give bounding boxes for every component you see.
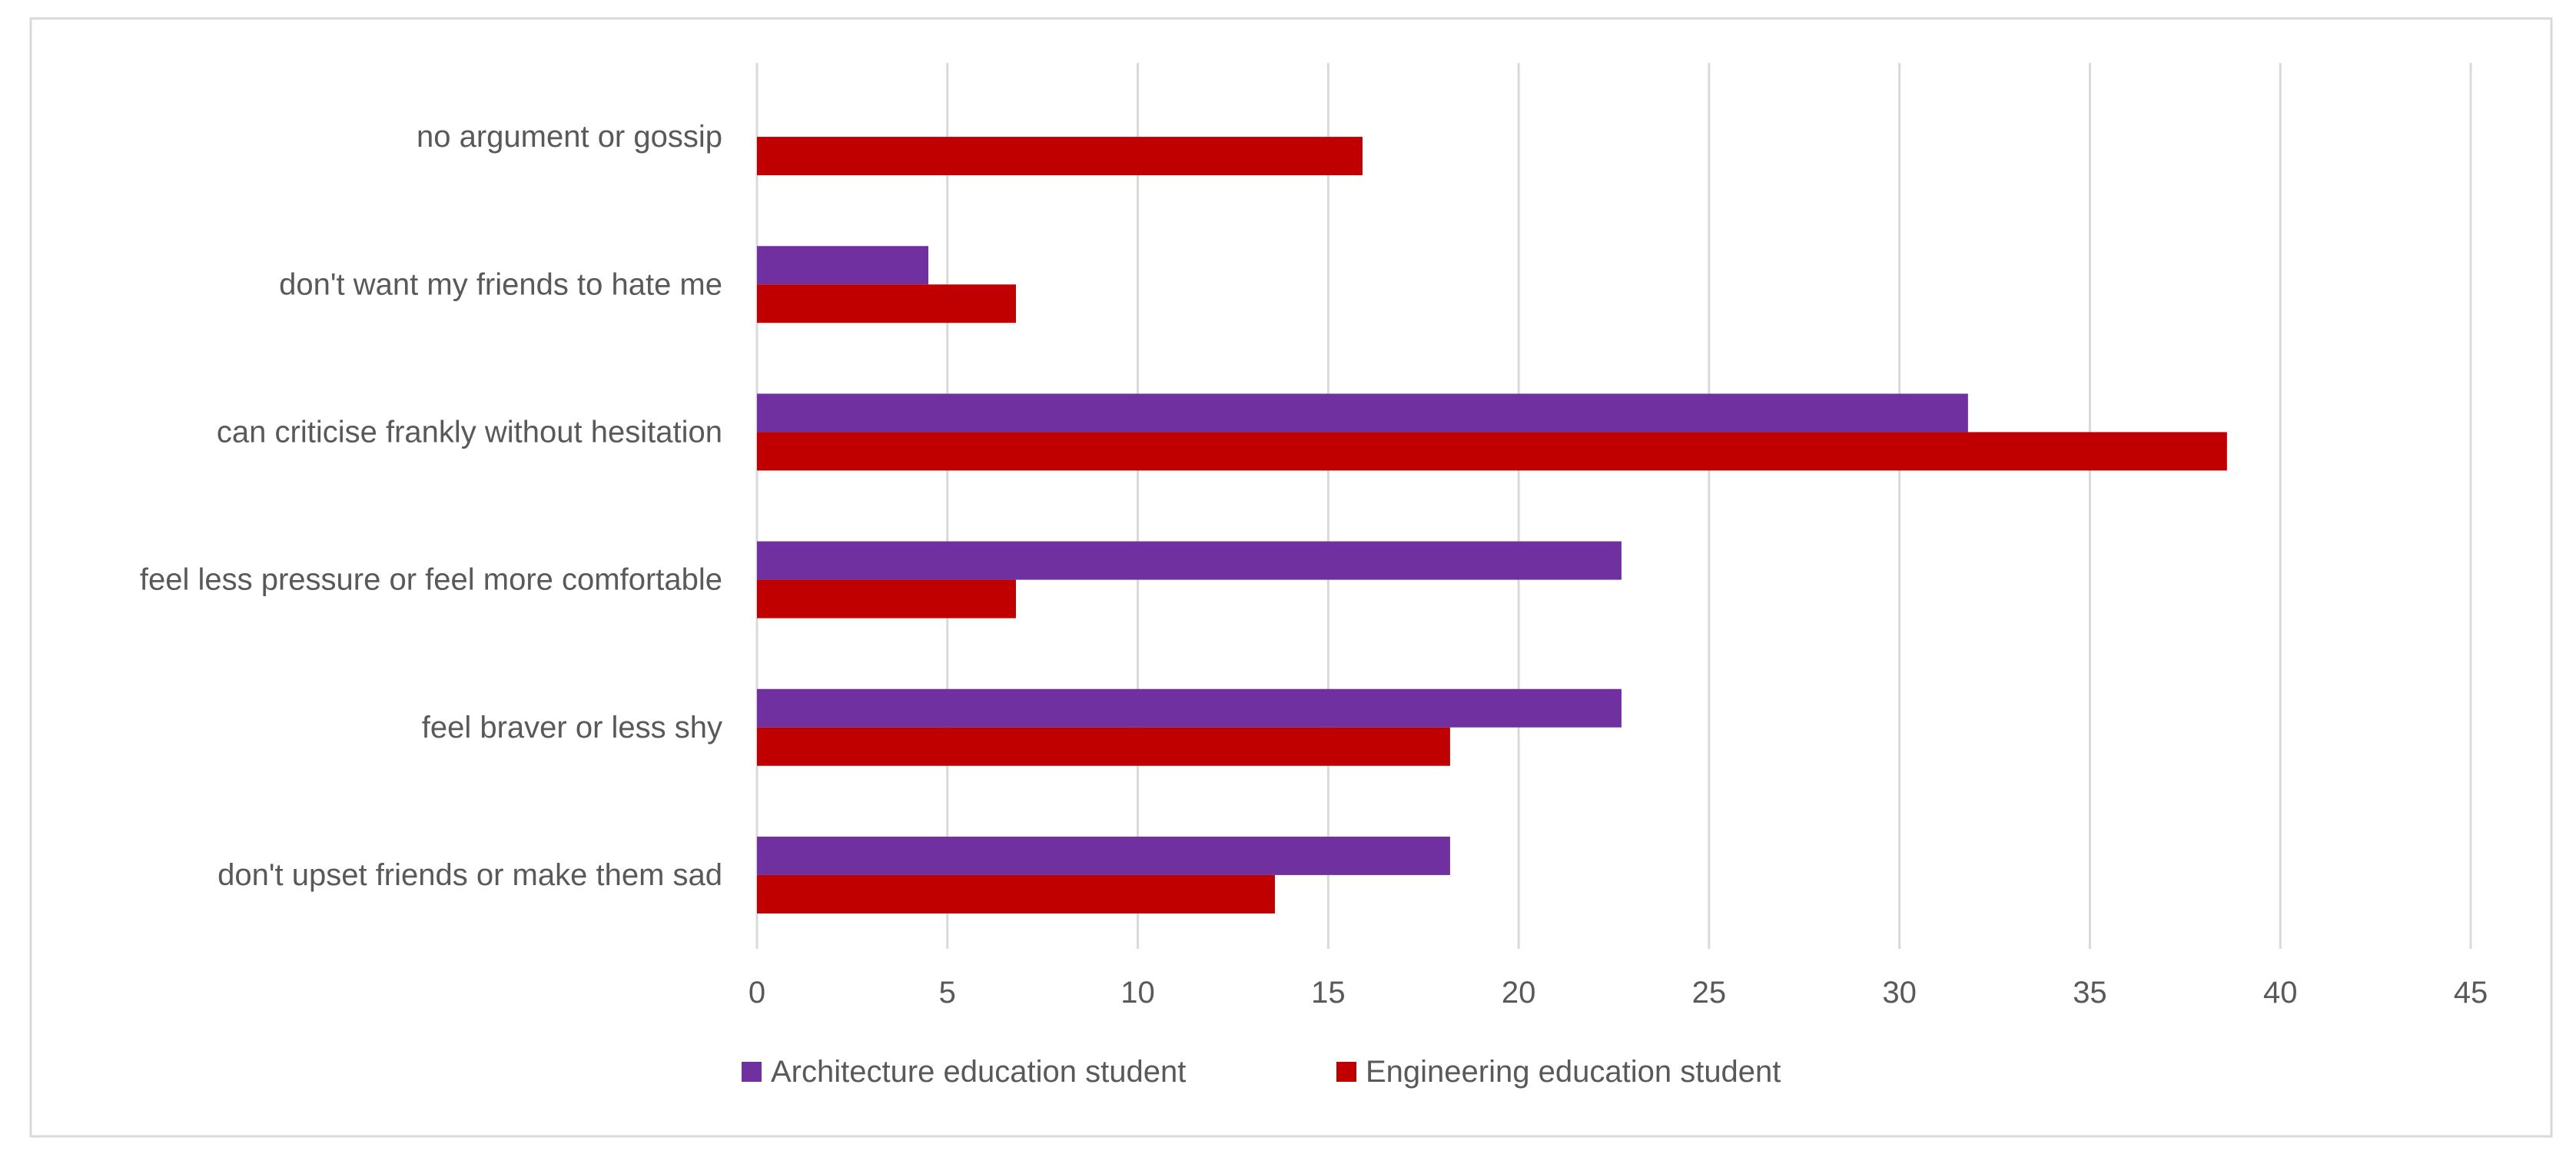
category-label: don't upset friends or make them sad bbox=[217, 858, 722, 892]
bars bbox=[757, 137, 2227, 914]
x-tick-label: 35 bbox=[2073, 976, 2107, 1010]
bar-engineering bbox=[757, 579, 1016, 618]
x-tick-label: 20 bbox=[1502, 976, 1536, 1010]
category-label: can criticise frankly without hesitation bbox=[217, 415, 722, 449]
legend-swatch bbox=[742, 1062, 762, 1082]
bar-engineering bbox=[757, 432, 2227, 471]
legend-label: Engineering education student bbox=[1366, 1055, 1781, 1089]
x-tick-label: 45 bbox=[2454, 976, 2488, 1010]
category-label: feel less pressure or feel more comforta… bbox=[140, 563, 722, 597]
category-label: don't want my friends to hate me bbox=[279, 267, 722, 301]
bar-engineering bbox=[757, 137, 1363, 176]
category-label: feel braver or less shy bbox=[422, 711, 722, 744]
bar-engineering bbox=[757, 727, 1450, 766]
bar-architecture bbox=[757, 393, 1968, 433]
x-tick-label: 15 bbox=[1311, 976, 1346, 1010]
x-tick-labels: 0 5 10 15 20 25 30 35 40 45 bbox=[749, 976, 2488, 1010]
legend-label: Architecture education student bbox=[771, 1055, 1186, 1089]
bar-architecture bbox=[757, 688, 1622, 728]
bar-engineering bbox=[757, 874, 1275, 914]
bar-architecture bbox=[757, 246, 928, 285]
bar-engineering bbox=[757, 284, 1016, 323]
category-labels: no argument or gossip don't want my frien… bbox=[140, 120, 722, 892]
legend: Architecture education student Engineerin… bbox=[742, 1055, 1781, 1089]
x-tick-label: 25 bbox=[1692, 976, 1727, 1010]
legend-swatch bbox=[1336, 1062, 1356, 1082]
x-tick-label: 0 bbox=[749, 976, 765, 1010]
bar-architecture bbox=[757, 836, 1450, 875]
x-tick-label: 10 bbox=[1120, 976, 1155, 1010]
bar-architecture bbox=[757, 541, 1622, 580]
category-label: no argument or gossip bbox=[417, 120, 722, 154]
gridlines bbox=[755, 63, 2472, 949]
x-tick-label: 5 bbox=[939, 976, 956, 1010]
x-tick-label: 40 bbox=[2263, 976, 2298, 1010]
x-tick-label: 30 bbox=[1882, 976, 1917, 1010]
